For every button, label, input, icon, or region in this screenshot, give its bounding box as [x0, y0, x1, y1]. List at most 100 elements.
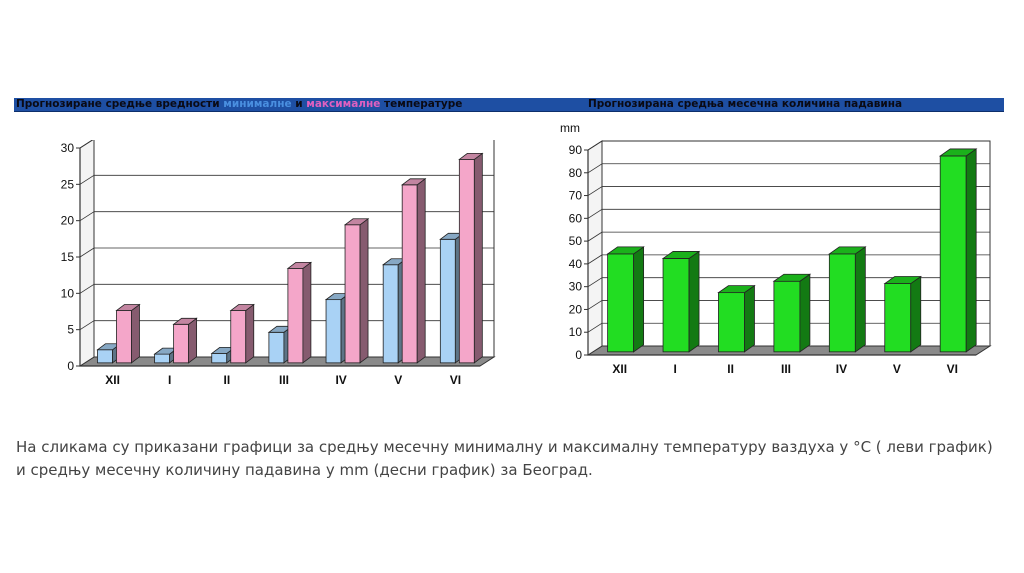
temp-bar-side [302, 261, 312, 364]
temp-xtick-label: IV [335, 373, 346, 387]
temp-bar-top [400, 178, 427, 186]
precip-xtick-label: III [781, 362, 791, 376]
temp-bar-top [343, 218, 370, 226]
temp-bar-максималне-VI [458, 158, 475, 364]
temp-xtick-label: VI [450, 373, 461, 387]
precip-grid-diag [587, 208, 603, 219]
temp-grid-diag [79, 140, 94, 149]
temp-bar-top [229, 304, 255, 311]
precip-side-wall [587, 140, 603, 356]
temp-bar-top [172, 317, 198, 325]
precip-grid-diag [587, 163, 603, 174]
precip-bar--IV [828, 253, 856, 353]
temp-ytick-label: 0 [67, 359, 74, 373]
precip-bar-side [633, 246, 645, 353]
temp-grid-diag [79, 174, 95, 185]
right-chart-title: Прогнозирана средња месечна количина пад… [588, 98, 903, 110]
temp-xtick-label: II [224, 373, 231, 387]
temp-bar-минималне-V [382, 264, 399, 364]
temp-bar-side [245, 303, 255, 364]
precip-ytick-label: 60 [569, 211, 583, 225]
temp-bar-минималне-II [211, 353, 228, 364]
temp-xtick-label: III [279, 373, 289, 387]
temp-bar-side [416, 178, 426, 364]
temp-bar-top [115, 304, 141, 311]
temp-bar-максималне-III [287, 267, 304, 364]
precip-bar-side [799, 273, 811, 353]
temp-bar-максималне-XII [116, 310, 132, 364]
temp-bar-максималне-II [230, 310, 247, 364]
precip-bar-side [854, 246, 866, 353]
left-title-pre: Прогнозиране средње вредности [16, 98, 220, 110]
left-title-post: температуре [384, 98, 463, 110]
left-title-and: и [295, 98, 303, 110]
precip-ytick-label: 90 [569, 143, 583, 157]
precip-bar-top [883, 276, 923, 284]
precip-bar-top [772, 273, 812, 282]
temp-bar-top [458, 152, 484, 160]
precip-ytick-label: 50 [569, 234, 583, 248]
precip-bar--II [718, 292, 745, 353]
temp-ytick-label: 25 [61, 177, 75, 191]
temp-bar-top [286, 261, 313, 269]
precip-bar-top [606, 246, 645, 255]
temp-xtick-label: XII [105, 373, 120, 387]
temp-side-wall [79, 140, 95, 367]
temp-xtick-label: I [168, 373, 171, 387]
temp-ytick-label: 15 [61, 250, 75, 264]
temp-ytick-label: 20 [61, 214, 75, 228]
precip-grid-diag [587, 300, 603, 310]
precip-xtick-label: II [727, 362, 734, 376]
precip-ytick-label: 40 [569, 257, 583, 271]
temp-bar-минималне-VI [439, 238, 456, 364]
precip-xtick-label: XII [612, 362, 627, 376]
precip-xtick-label: IV [836, 362, 847, 376]
precip-xtick-label: V [893, 362, 901, 376]
precip-ytick-label: 80 [569, 166, 583, 180]
precip-bar--V [884, 283, 912, 353]
temp-bar-side [359, 217, 369, 364]
temp-ytick-label: 30 [61, 141, 75, 155]
temp-bar-side [131, 303, 140, 364]
precip-bar--XII [607, 253, 635, 353]
temp-grid-diag [79, 247, 95, 258]
precip-ytick-label: 20 [569, 302, 583, 316]
temp-bar-side [188, 317, 198, 364]
temp-ytick-label: 10 [61, 286, 75, 300]
precip-ytick-label: 70 [569, 189, 583, 203]
precip-bar-side [965, 148, 977, 353]
temp-ytick-label: 5 [67, 323, 74, 337]
precip-bar--VI [939, 155, 967, 353]
precip-grid-diag [587, 231, 603, 242]
temp-bar-минималне-III [268, 331, 285, 364]
precip-bar-side [910, 275, 922, 353]
precip-grid-diag [587, 322, 603, 333]
precip-ytick-label: 10 [569, 325, 583, 339]
temp-bar-максималне-IV [344, 224, 361, 364]
precip-bar-top [717, 285, 756, 294]
precip-xtick-label: VI [947, 362, 958, 376]
caption-text: На сликама су приказани графици за средњ… [16, 438, 993, 479]
temp-bar-максималне-I [173, 323, 190, 364]
temp-grid-diag [79, 283, 95, 294]
precip-grid-diag [587, 186, 603, 196]
precip-bar-side [744, 284, 755, 353]
precip-bar-side [688, 250, 700, 353]
precip-ylabel: mm [560, 121, 580, 135]
temp-bar-минималне-IV [325, 299, 342, 364]
precip-grid-diag [587, 140, 603, 151]
temp-xtick-label: V [394, 373, 402, 387]
left-title-max: максималне [306, 98, 381, 110]
temp-grid-diag [79, 320, 95, 331]
precip-grid-diag [587, 277, 603, 288]
precip-ytick-label: 0 [575, 348, 582, 362]
temp-bar-side [473, 152, 483, 364]
precip-ytick-label: 30 [569, 280, 583, 294]
precip-grid-diag [587, 254, 603, 265]
title-banner: Прогнозиране средње вредности минималне … [14, 98, 1004, 112]
precip-bar-top [938, 148, 978, 157]
temp-bar-максималне-V [401, 184, 418, 364]
left-chart-title: Прогнозиране средње вредности минималне … [16, 98, 462, 111]
